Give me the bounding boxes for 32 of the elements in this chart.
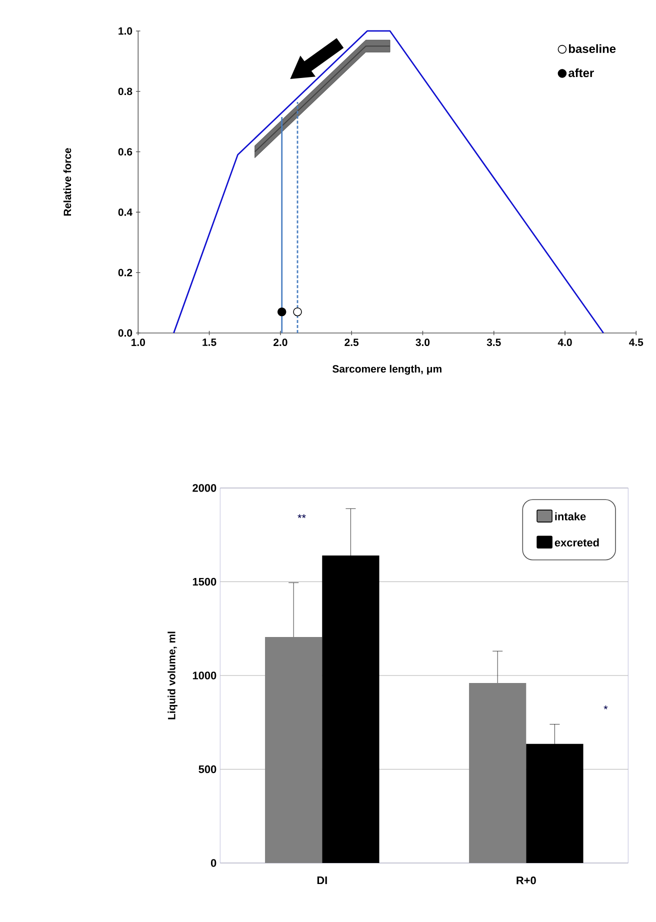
annotation: * xyxy=(604,705,608,710)
y-axis-title: Liquid volume, ml xyxy=(168,632,178,720)
x-tick-label: 1.5 xyxy=(202,338,216,346)
x-tick-label: R+0 xyxy=(516,876,536,884)
x-tick-label: 4.5 xyxy=(628,338,644,346)
y-tick-label: 1000 xyxy=(192,672,216,680)
annotation: ** xyxy=(298,514,306,518)
y-tick-label: 2000 xyxy=(192,484,216,492)
y-tick-label: 1500 xyxy=(192,578,216,586)
x-tick-label: 3.5 xyxy=(486,338,501,346)
legend-label: baseline xyxy=(568,44,616,53)
y-tick-label: 500 xyxy=(198,765,216,774)
y-tick-label: 0.6 xyxy=(118,148,132,156)
x-tick-label: 3.0 xyxy=(416,338,430,346)
y-tick-label: 0.4 xyxy=(118,208,132,216)
legend-label: excreted xyxy=(554,538,599,546)
x-axis-title: Sarcomere length, μm xyxy=(332,364,442,375)
bar xyxy=(264,637,322,863)
x-tick-label: 2.0 xyxy=(273,338,288,346)
x-tick-label: 2.5 xyxy=(344,338,358,346)
x-tick-label: 1.0 xyxy=(131,338,145,346)
bar xyxy=(468,682,526,863)
y-tick-label: 1.0 xyxy=(118,27,132,35)
y-tick-label: 0.0 xyxy=(118,329,132,337)
legend-label: after xyxy=(568,68,594,78)
y-tick-label: 0.8 xyxy=(118,88,132,96)
y-tick-label: 0.2 xyxy=(118,268,132,276)
y-tick-label: 0 xyxy=(210,859,216,867)
legend-label: intake xyxy=(555,512,586,520)
x-tick-label: DI xyxy=(317,876,327,884)
x-tick-label: 4.0 xyxy=(558,338,572,346)
y-axis-title: Relative force xyxy=(63,148,72,216)
